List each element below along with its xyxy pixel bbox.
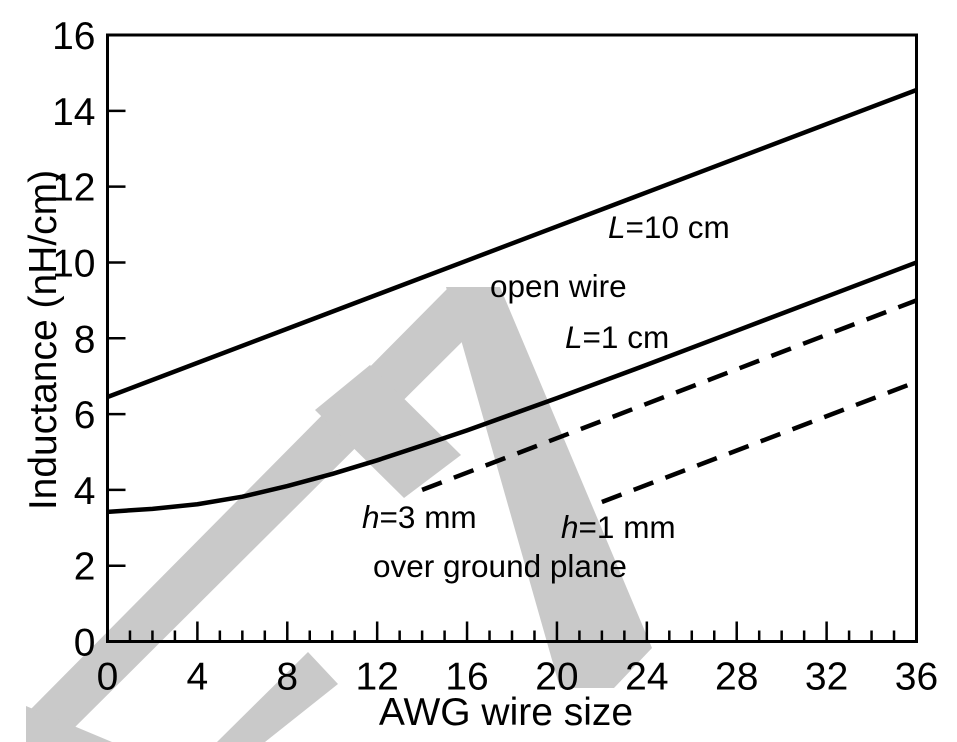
curve-label-h3mm: h=3 mm	[362, 499, 477, 536]
curve-label-L1cm: L=1 cm	[565, 319, 669, 356]
curve-label-L10cm: L=10 cm	[608, 209, 730, 246]
y-tick-label-16: 16	[52, 15, 95, 58]
x-tick-label-20: 20	[535, 656, 578, 699]
draft-watermark	[26, 287, 652, 742]
x-tick-label-16: 16	[445, 656, 488, 699]
watermark-shape-2	[315, 365, 461, 498]
x-tick-label-28: 28	[715, 656, 758, 699]
watermark-shape-4	[217, 652, 338, 742]
curve-label-L1cm-var: L	[565, 319, 583, 355]
x-tick-label-8: 8	[276, 656, 298, 699]
data-curves	[106, 87, 918, 515]
y-tick-label-8: 8	[74, 318, 96, 361]
group-label-over-ground-plane: over ground plane	[373, 548, 627, 584]
curve-label-L1cm-value: =1 cm	[582, 319, 670, 355]
curve-h-3-mm	[421, 298, 918, 492]
curve-label-h1mm-value: =1 mm	[578, 509, 676, 545]
x-tick-label-32: 32	[805, 656, 848, 699]
x-tick-label-36: 36	[895, 656, 938, 699]
y-tick-label-0: 0	[74, 622, 96, 665]
curve-h-1-mm	[601, 379, 918, 505]
y-axis-title: Inductance (nH/cm)	[22, 169, 65, 511]
y-tick-label-10: 10	[52, 242, 95, 285]
curve-label-h1mm-var: h	[561, 509, 579, 545]
curve-L-1-cm	[107, 260, 918, 515]
y-tick-label-4: 4	[74, 470, 96, 513]
group-label-open-wire: open wire	[490, 268, 627, 304]
watermark-shape-3	[26, 706, 112, 742]
x-tick-label-24: 24	[625, 656, 668, 699]
curve-label-L10cm-value: =10 cm	[625, 209, 730, 245]
watermark-shape-1	[446, 287, 652, 688]
x-tick-label-12: 12	[355, 656, 398, 699]
curve-L-10-cm	[106, 87, 918, 400]
curve-label-h3mm-value: =3 mm	[379, 499, 477, 535]
x-axis-title: AWG wire size	[378, 691, 634, 734]
y-tick-label-14: 14	[52, 91, 95, 134]
curve-label-L10cm-var: L	[608, 209, 626, 245]
y-tick-label-2: 2	[74, 546, 96, 589]
curve-label-h3mm-var: h	[362, 499, 380, 535]
axes	[106, 33, 918, 643]
curve-label-h1mm: h=1 mm	[561, 509, 676, 546]
x-tick-label-0: 0	[97, 656, 119, 699]
y-tick-label-6: 6	[74, 394, 96, 437]
x-tick-label-4: 4	[187, 656, 209, 699]
y-tick-label-12: 12	[52, 167, 95, 210]
